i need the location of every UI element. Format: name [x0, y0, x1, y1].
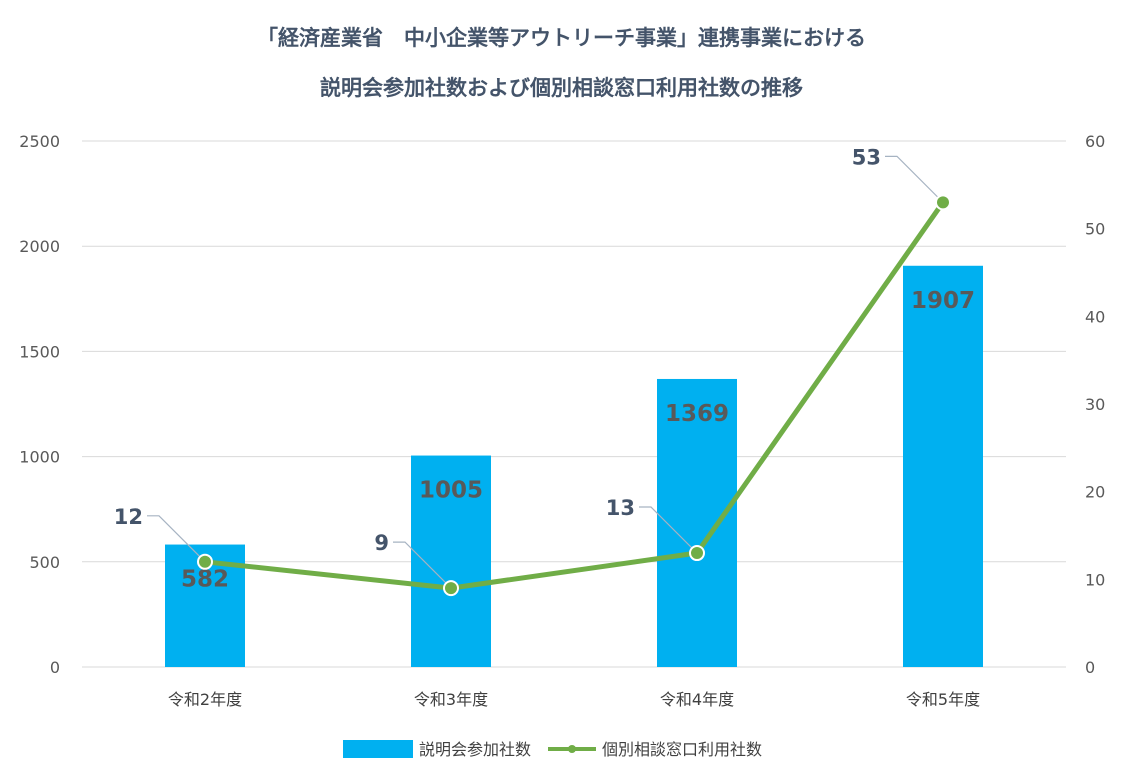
bar	[657, 378, 737, 667]
line-marker	[689, 545, 705, 562]
legend-line-marker	[568, 745, 576, 753]
right-axis-tick-label: 10	[1085, 570, 1105, 589]
line-marker	[197, 553, 213, 570]
chart-title-line2: 説明会参加社数および個別相談窓口利用社数の推移	[320, 76, 803, 100]
legend: 説明会参加社数 個別相談窓口利用社数	[343, 740, 762, 759]
right-axis-ticks: 0 10 20 30 40 50 60	[1085, 132, 1105, 677]
line-path	[204, 200, 946, 591]
left-axis-tick-label: 0	[50, 658, 60, 677]
leader-line	[639, 506, 698, 554]
leader-line	[393, 541, 452, 589]
chart-title-line1: 「経済産業省 中小企業等アウトリーチ事業」連携事業における	[257, 26, 866, 50]
line-data-label: 12	[114, 505, 143, 529]
left-axis-tick-label: 1000	[19, 448, 60, 467]
leader-line	[885, 155, 944, 203]
category-tick-label: 令和5年度	[906, 690, 980, 709]
bar	[903, 265, 983, 667]
bar-data-label: 1005	[419, 478, 483, 504]
category-axis: 令和2年度 令和3年度 令和4年度 令和5年度	[168, 690, 980, 709]
legend-bar-swatch	[343, 740, 413, 758]
right-axis-tick-label: 0	[1085, 658, 1095, 677]
legend-line-label: 個別相談窓口利用社数	[602, 740, 762, 759]
bar-data-label: 1369	[665, 401, 729, 427]
category-tick-label: 令和4年度	[660, 690, 734, 709]
left-axis-tick-label: 500	[29, 553, 60, 572]
left-axis-ticks: 0 500 1000 1500 2000 2500	[19, 132, 60, 677]
right-axis-tick-label: 20	[1085, 483, 1105, 502]
right-axis-tick-label: 60	[1085, 132, 1105, 151]
left-axis-tick-label: 1500	[19, 342, 60, 361]
legend-bar-label: 説明会参加社数	[419, 740, 531, 759]
line-data-label: 53	[852, 145, 881, 169]
left-axis-tick-label: 2500	[19, 132, 60, 151]
line-series: 12 9 13 53	[114, 145, 951, 597]
line-data-label: 13	[606, 496, 635, 520]
bar-data-label: 1907	[911, 288, 975, 314]
category-tick-label: 令和2年度	[168, 690, 242, 709]
bar-series: 582 1005 1369 1907	[165, 265, 983, 667]
line-marker	[443, 580, 459, 597]
leader-line	[147, 515, 206, 563]
right-axis-tick-label: 50	[1085, 220, 1105, 239]
gridlines	[82, 140, 1066, 668]
left-axis-tick-label: 2000	[19, 237, 60, 256]
category-tick-label: 令和3年度	[414, 690, 488, 709]
bar-data-label: 582	[181, 567, 229, 593]
right-axis-tick-label: 30	[1085, 395, 1105, 414]
right-axis-tick-label: 40	[1085, 307, 1105, 326]
line-marker	[935, 194, 951, 211]
line-data-label: 9	[374, 531, 389, 555]
